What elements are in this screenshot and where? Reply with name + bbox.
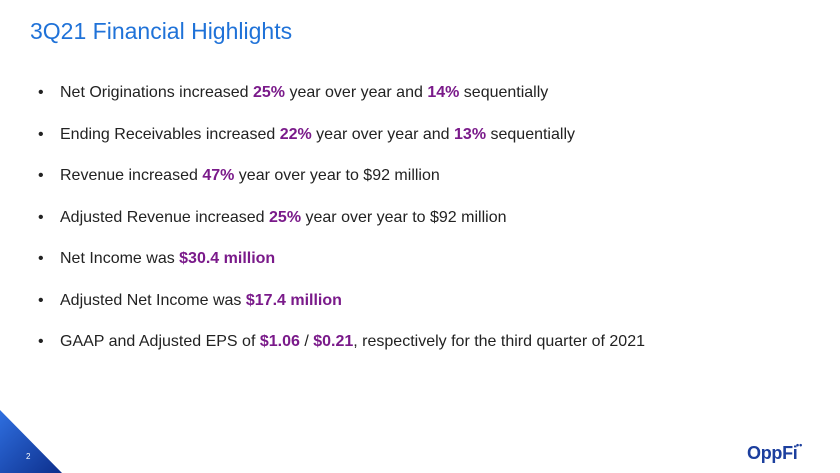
text: sequentially	[486, 125, 575, 143]
bullet-dot: •	[38, 250, 44, 267]
text: Adjusted Net Income was	[60, 291, 246, 309]
page-number: 2	[26, 452, 31, 461]
text: sequentially	[459, 84, 549, 101]
text: year over year and	[285, 84, 428, 101]
bullet-text: Net Income was $30.4 million	[60, 250, 275, 268]
bullet-text: GAAP and Adjusted EPS of $1.06 / $0.21, …	[60, 333, 645, 351]
text: Ending Receivables increased	[60, 125, 280, 143]
highlight-text: 22%	[279, 125, 312, 143]
highlight-text: $17.4 million	[245, 291, 342, 309]
highlight-text: 47%	[202, 167, 235, 184]
highlight-text: 14%	[427, 84, 460, 101]
bullet-dot: •	[38, 167, 44, 184]
logo-mark: ••	[796, 440, 803, 450]
bullet-dot: •	[38, 208, 44, 226]
highlight-text: $1.06	[259, 333, 300, 350]
text: Revenue increased	[60, 167, 203, 184]
text: GAAP and Adjusted EPS of	[60, 333, 260, 350]
text: year over year and	[311, 125, 455, 143]
highlight-text: 25%	[252, 84, 286, 101]
bullet-text: Revenue increased 47% year over year to …	[60, 167, 440, 185]
text: , respectively for the third quarter of …	[353, 333, 645, 350]
text: Adjusted Revenue increased	[60, 208, 270, 226]
highlight-text: 25%	[269, 208, 302, 226]
text: Net Income was	[60, 250, 180, 267]
bullet-dot: •	[38, 291, 44, 309]
bullet-dot: •	[38, 333, 44, 350]
bullet-dot: •	[38, 125, 44, 143]
bullet-dot: •	[38, 84, 44, 101]
logo: OppFi	[747, 443, 798, 463]
highlight-text: $30.4 million	[179, 250, 276, 267]
text: year over year to $92 million	[234, 167, 440, 184]
highlight-text: $0.21	[313, 333, 354, 350]
bullet-text: Adjusted Revenue increased 25% year over…	[60, 209, 507, 227]
highlight-text: 13%	[454, 125, 487, 143]
text: Net Originations increased	[60, 84, 253, 101]
bullet-text: Net Originations increased 25% year over…	[60, 84, 548, 102]
text: /	[299, 333, 314, 350]
slide-title: 3Q21 Financial Highlights	[30, 18, 293, 44]
bullet-text: Adjusted Net Income was $17.4 million	[60, 292, 342, 310]
bullet-text: Ending Receivables increased 22% year ov…	[60, 126, 575, 144]
text: year over year to $92 million	[301, 208, 507, 226]
